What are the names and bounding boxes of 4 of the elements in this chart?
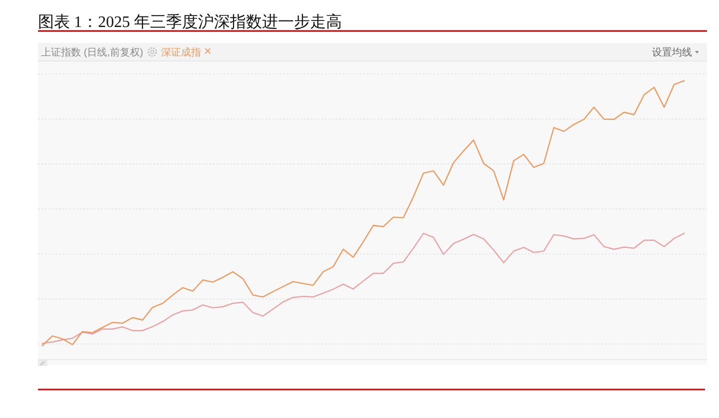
chart-title: 图表 1：2025 年三季度沪深指数进一步走高 — [38, 13, 342, 31]
text: 深证成指 — [161, 46, 202, 58]
text: 上证指数 (日线,前复权) — [41, 46, 144, 58]
text: 设置均线 — [652, 46, 692, 58]
